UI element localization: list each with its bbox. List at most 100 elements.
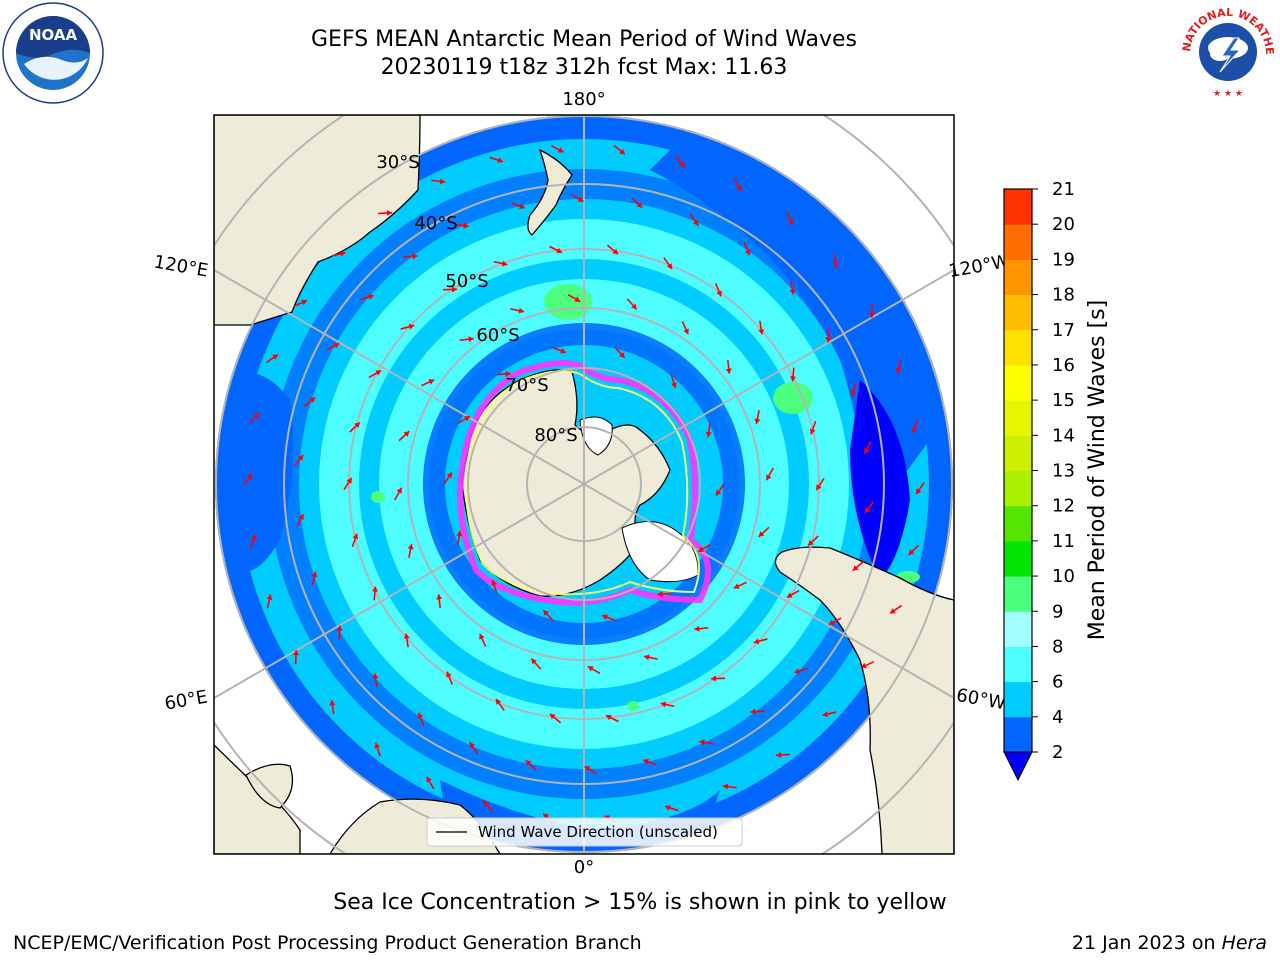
wind-wave-arrowhead xyxy=(531,658,537,665)
land-masses xyxy=(214,115,954,854)
wind-wave-arrowhead xyxy=(446,472,452,479)
colorbar-swatch xyxy=(1004,470,1032,507)
lon-label-120w: 120°W xyxy=(947,251,1011,282)
wind-wave-arrowhead xyxy=(584,766,591,772)
colorbar-swatch xyxy=(1004,329,1032,366)
wind-wave-arrowhead xyxy=(733,583,740,589)
wind-wave-arrowhead xyxy=(556,247,563,254)
lat-label-40s: 40°S xyxy=(414,213,457,234)
wind-wave-arrowhead xyxy=(816,484,822,491)
wind-wave-arrowhead xyxy=(372,586,378,592)
graticule xyxy=(214,115,954,854)
footer-date: 21 Jan 2023 on Hera xyxy=(1072,932,1267,954)
colorbar-swatch xyxy=(1004,435,1032,471)
wind-wave-arrowhead xyxy=(890,608,896,614)
wind-wave-arrowhead xyxy=(446,671,452,678)
wind-wave-arrowhead xyxy=(491,580,497,586)
wind-wave-arrowhead xyxy=(301,299,307,306)
wind-wave-arrowhead xyxy=(725,368,732,374)
legend-label: Wind Wave Direction (unscaled) xyxy=(478,823,718,841)
wind-wave-arrowhead xyxy=(636,202,643,208)
colorbar-swatch xyxy=(1004,505,1032,542)
footer-machine: Hera xyxy=(1221,932,1267,954)
colorbar-swatch xyxy=(1004,294,1032,331)
wind-wave-arrowhead xyxy=(560,348,566,354)
lat-label-60s: 60°S xyxy=(476,325,519,346)
wind-wave-arrowhead xyxy=(505,370,511,377)
colorbar-swatch xyxy=(1004,611,1032,647)
wind-wave-arrowhead xyxy=(333,343,340,349)
wind-wave-arrowhead xyxy=(754,418,761,425)
wind-wave-arrowhead xyxy=(501,260,508,267)
wind-wave-arrowhead xyxy=(911,427,918,434)
colorbar-tick-label: 20 xyxy=(1052,214,1075,235)
colorbar-swatch xyxy=(1004,400,1032,436)
wind-wave-arrowhead xyxy=(479,633,485,640)
wind-wave-arrowhead xyxy=(298,514,304,520)
wind-wave-arrowhead xyxy=(403,633,410,639)
colorbar-swatch xyxy=(1004,364,1032,401)
colorbar-tick-label: 12 xyxy=(1052,496,1075,517)
colorbar-tick-label: 6 xyxy=(1052,672,1063,693)
wind-wave-arrowhead xyxy=(665,804,671,811)
colorbar-tick-label: 4 xyxy=(1052,707,1063,728)
colorbar-tick-label: 11 xyxy=(1052,531,1075,552)
wind-wave-arrowhead xyxy=(368,294,374,300)
wind-wave-arrowhead xyxy=(557,147,564,153)
wind-wave-arrowhead xyxy=(775,751,782,758)
lat-label-80s: 80°S xyxy=(534,425,577,446)
colorbar-under-triangle xyxy=(1003,751,1033,782)
wind-wave-arrowhead xyxy=(495,699,502,705)
wind-wave-arrowhead xyxy=(354,422,360,429)
lon-label-120e: 120°E xyxy=(152,251,210,281)
wind-wave-arrowhead xyxy=(786,592,793,598)
colorbar-tick-label: 16 xyxy=(1052,355,1075,376)
wind-wave-arrowhead xyxy=(619,352,625,358)
wind-wave-arrowhead xyxy=(822,711,829,718)
wind-wave-arrowhead xyxy=(497,157,503,164)
noaa-logo: NOAA xyxy=(2,2,104,104)
wind-wave-arrowhead xyxy=(336,625,343,631)
wind-wave-arrowhead xyxy=(346,477,352,484)
wind-wave-arrowhead xyxy=(861,662,867,669)
map-frame xyxy=(213,114,955,855)
wind-wave-arrowhead xyxy=(895,368,902,374)
wind-wave-arrowhead xyxy=(250,534,257,541)
wind-wave-arrowhead xyxy=(716,489,722,496)
wind-wave-arrowhead xyxy=(518,307,525,314)
wind-wave-arrowhead xyxy=(619,148,625,155)
wind-wave-arrowhead xyxy=(766,474,772,481)
wind-wave-arrowhead xyxy=(832,262,839,268)
colorbar-tick-label: 13 xyxy=(1052,461,1075,482)
colorbar-swatch xyxy=(1004,259,1032,296)
colorbar-tick-label: 15 xyxy=(1052,390,1075,411)
lat-label-30s: 30°S xyxy=(376,152,419,173)
wind-wave-arrowhead xyxy=(671,382,677,388)
lon-label-60w: 60°W xyxy=(955,685,1008,714)
wind-wave-arrowhead xyxy=(643,654,650,661)
wind-wave-arrowhead xyxy=(693,220,699,226)
colorbar-tick-label: 21 xyxy=(1052,179,1075,200)
wind-wave-arrowhead xyxy=(679,161,685,168)
wind-wave-arrowhead xyxy=(852,565,859,571)
wind-wave-arrowhead xyxy=(297,455,304,461)
wind-wave-arrowhead xyxy=(794,668,800,674)
wind-wave-arrowhead xyxy=(439,178,446,185)
wind-wave-arrowhead xyxy=(396,487,402,494)
map-subtitle: 20230119 t18z 312h fcst Max: 11.63 xyxy=(380,55,788,80)
wind-wave-arrowhead xyxy=(643,758,650,765)
wind-wave-arrowhead xyxy=(339,250,346,257)
colorbar-tick-label: 8 xyxy=(1052,636,1063,657)
colorbar-tick-label: 17 xyxy=(1052,320,1075,341)
wind-wave-arrowhead xyxy=(605,714,612,721)
map-title: GEFS MEAN Antarctic Mean Period of Wind … xyxy=(311,27,857,52)
wind-wave-arrowhead xyxy=(464,416,470,422)
colorbar-swatch xyxy=(1004,540,1032,577)
wind-wave-arrowhead xyxy=(469,742,475,748)
wind-wave-arrowhead xyxy=(758,329,765,335)
wind-wave-arrowhead xyxy=(549,713,556,720)
wind-wave-arrowhead xyxy=(809,428,816,435)
wind-wave-arrowhead xyxy=(417,712,424,719)
colorbar-tick-label: 14 xyxy=(1052,425,1075,446)
wind-wave-arrowhead xyxy=(602,614,608,620)
